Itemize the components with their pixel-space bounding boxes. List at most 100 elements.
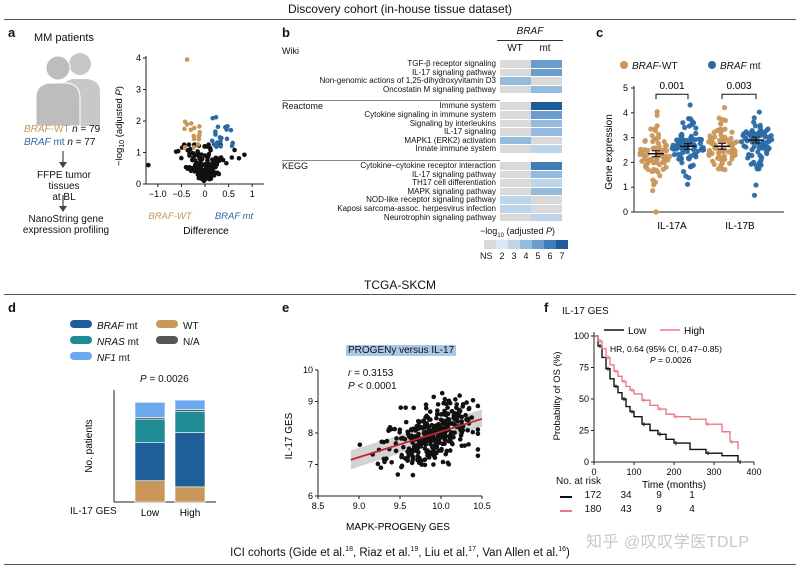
discovery-header: Discovery cohort (in-house tissue datase… <box>287 2 513 16</box>
e-point <box>443 401 449 407</box>
volcano-point-ns <box>179 155 184 161</box>
km-legend-high: High <box>684 326 705 337</box>
bee-point <box>676 151 682 158</box>
e-point <box>459 430 465 436</box>
legend-label: N/A <box>183 337 200 348</box>
e-ytick-label: 7 <box>308 460 313 470</box>
heatmap-cell <box>500 205 531 214</box>
volcano-ytick-label: 1 <box>136 148 141 158</box>
bee-point <box>722 156 728 162</box>
e-point <box>415 457 420 463</box>
legend-label: NRAS <box>97 337 125 348</box>
bee-point <box>719 160 725 166</box>
heatmap-legend-tick: 3 <box>511 251 517 261</box>
bee-point <box>661 138 667 145</box>
stack-segment <box>134 402 166 418</box>
volcano-point-ns <box>236 155 242 161</box>
stacked-bar-chart: No. patients Low High <box>84 390 216 519</box>
bee-point <box>729 142 735 148</box>
e-point <box>435 441 441 446</box>
bee-point <box>691 151 697 158</box>
stackbar-cat-low: Low <box>141 508 160 519</box>
legend-item: NF1 mt <box>70 352 130 364</box>
legend-item: NRAS mt <box>70 336 139 348</box>
bee-ytick-label: 3 <box>623 133 628 143</box>
e-point <box>432 455 438 461</box>
bee-point <box>719 166 725 172</box>
heatmap-cell <box>500 170 531 180</box>
volcano-ytick-label: 3 <box>136 85 141 95</box>
e-point <box>397 430 402 435</box>
km-xtick-label: 100 <box>626 467 641 477</box>
bee-point <box>685 116 692 122</box>
bee-point <box>650 168 656 174</box>
e-point <box>464 400 469 405</box>
e-point <box>453 405 459 411</box>
e-point <box>447 448 453 453</box>
bee-point <box>637 151 643 158</box>
legend-label: WT <box>183 321 199 332</box>
e-point <box>394 436 399 441</box>
e-ytick-label: 10 <box>303 365 313 375</box>
volcano-point-ns <box>205 154 211 159</box>
e-point <box>399 454 404 460</box>
bee-point <box>711 161 717 168</box>
bee-point <box>655 169 661 175</box>
volcano-point-wt <box>191 125 197 131</box>
flow-arrow-icon <box>59 151 67 168</box>
volcano-point-ns <box>229 155 235 160</box>
step-ffpe: FFPE tumor tissues at BL <box>37 170 91 203</box>
heatmap-cell <box>531 145 562 154</box>
heatmap-cell <box>531 187 562 197</box>
heatmap-group-label: KEGG <box>282 161 309 171</box>
heatmap-legend-title: −log10 (adjusted P) <box>480 226 556 239</box>
risk-cell: 4 <box>689 504 695 515</box>
e-point <box>446 398 452 404</box>
risk-table: 172 34 9 1 180 43 9 4 <box>556 490 756 522</box>
volcano-point-ns <box>216 171 222 177</box>
e-point <box>381 439 387 445</box>
e-point <box>459 419 465 424</box>
bee-point <box>657 173 663 179</box>
e-point <box>401 444 406 450</box>
e-point <box>422 446 428 451</box>
heatmap-row-label: IL-17 signaling pathway <box>411 67 496 77</box>
bee-point <box>752 123 759 129</box>
bee-point <box>753 182 759 188</box>
volcano-point-ns <box>212 162 217 168</box>
e-point <box>431 435 436 441</box>
bee-bracket <box>655 93 689 100</box>
e-point <box>415 418 421 424</box>
heatmap-row-label: Cytokine signaling in immune system <box>364 110 496 119</box>
km-ylabel: Probability of OS (%) <box>552 352 563 441</box>
tcga-header: TCGA-SKCM <box>364 278 436 292</box>
e-point <box>457 437 463 442</box>
risk-cell: 43 <box>620 504 632 515</box>
stack-segment <box>134 442 166 482</box>
panel-label-c: c <box>596 25 604 40</box>
heatmap-col-wt: WT <box>507 43 523 54</box>
e-point <box>426 455 432 460</box>
e-point <box>418 444 424 449</box>
e-point <box>395 472 401 477</box>
e-point <box>427 409 433 414</box>
patients-silhouette-icon <box>35 53 100 126</box>
heatmap-row-label: Neurotrophin signaling pathway <box>383 212 496 222</box>
e-xtick-label: 10.5 <box>473 501 491 511</box>
header-rule-bottom <box>4 564 796 565</box>
bee-point <box>761 131 768 137</box>
heatmap-group-label: Reactome <box>282 101 324 112</box>
bee-point <box>698 136 704 143</box>
e-ytick-label: 9 <box>308 397 313 407</box>
e-point <box>399 463 405 469</box>
bee-point <box>684 181 691 187</box>
km-ytick-label: 25 <box>579 426 589 436</box>
e-point <box>475 431 481 437</box>
volcano-point-mt <box>214 140 220 145</box>
heatmap-cell <box>531 162 562 171</box>
bee-point <box>750 133 756 139</box>
legend-swatch <box>156 336 178 344</box>
e-point <box>423 405 429 411</box>
legend-wt: BRAF-WT <box>620 61 678 72</box>
km-ytick-label: 75 <box>579 363 589 373</box>
